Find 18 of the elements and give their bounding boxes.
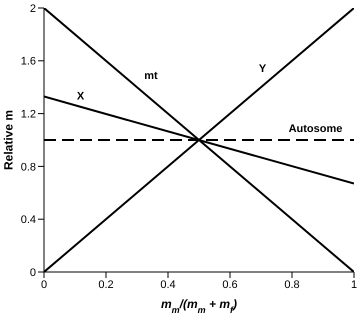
y-tick-label: 0.8: [20, 161, 36, 174]
series-label: Autosome: [288, 123, 342, 135]
y-tick-label: 1.6: [20, 56, 36, 68]
series-label: Y: [258, 63, 267, 75]
y-tick-label: 0.4: [20, 214, 36, 226]
series-label: X: [76, 90, 85, 103]
x-tick-label: 0.4: [160, 278, 176, 291]
x-tick-label: 0.2: [98, 278, 114, 291]
x-tick-label: 0.8: [284, 278, 300, 291]
x-tick-label: 0: [40, 278, 48, 291]
y-tick-label: 1.2: [20, 108, 36, 121]
series-label: mt: [144, 70, 158, 82]
y-tick-label: 0: [30, 266, 36, 279]
x-tick-label: 0.6: [222, 278, 238, 291]
y-tick-label: 2: [30, 2, 36, 15]
x-tick-label: 1: [350, 278, 358, 291]
x-axis-title: m$_{m}$/(m$_{m}$ + m$_{f}$): [160, 297, 238, 315]
y-axis-title: Relative m: [1, 110, 16, 170]
